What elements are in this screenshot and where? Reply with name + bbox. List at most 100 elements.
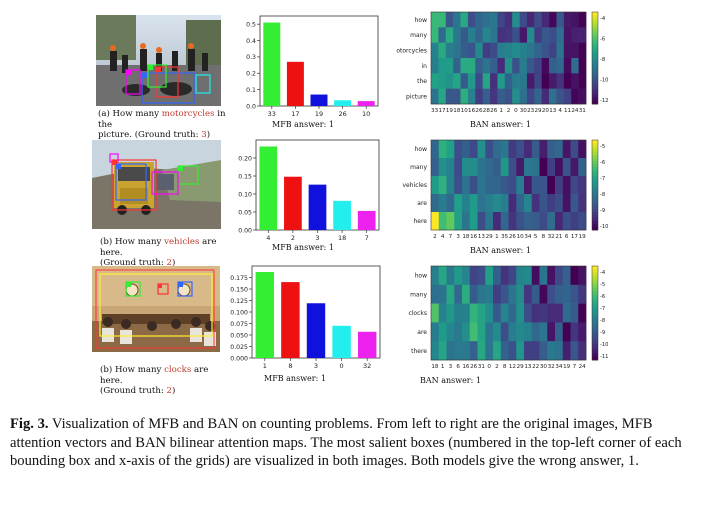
heatmap-cell xyxy=(541,73,550,89)
col-label: 10 xyxy=(461,108,469,114)
x-tick-label: 18 xyxy=(338,234,346,242)
heatmap-cell xyxy=(555,341,564,361)
heatmap-cell xyxy=(539,158,548,177)
heatmap-cell xyxy=(562,303,571,323)
heatmap-cell xyxy=(508,341,517,361)
colorbar-step xyxy=(592,70,598,74)
heatmap-cell xyxy=(534,42,543,59)
colorbar-step xyxy=(592,100,598,105)
heatmap-frame xyxy=(430,139,587,231)
heatmap-cell xyxy=(504,12,513,28)
heatmap-cell xyxy=(469,284,478,304)
heatmap-cell xyxy=(497,58,506,74)
bar xyxy=(259,146,278,230)
heatmap-cell xyxy=(469,341,478,361)
heatmap-cell xyxy=(454,341,463,361)
colorbar-step xyxy=(592,350,598,355)
heatmap-cell xyxy=(539,341,548,361)
col-label: 34 xyxy=(555,364,563,370)
colorbar-tick-label: -5 xyxy=(600,282,605,288)
y-tick-label: 0.050 xyxy=(230,332,248,339)
heatmap-cell xyxy=(555,322,564,342)
col-label: 24 xyxy=(571,108,579,114)
col-label: 30 xyxy=(520,108,528,114)
heatmap-cell xyxy=(454,194,463,213)
heatmap-cell xyxy=(534,58,543,74)
heatmap-cell xyxy=(519,73,528,89)
heatmap-cell xyxy=(490,58,498,74)
bar xyxy=(255,271,275,358)
col-label: 8 xyxy=(503,364,507,370)
heatmap-cell xyxy=(512,88,520,105)
heatmap-cell xyxy=(526,73,535,89)
heatmap-cell xyxy=(556,73,565,89)
heatmap-cell xyxy=(467,42,476,59)
col-label: 21 xyxy=(555,234,563,240)
heatmap-cell xyxy=(445,88,454,105)
bar xyxy=(306,303,326,358)
heatmap-cell xyxy=(497,88,506,105)
y-tick-label: 0.125 xyxy=(230,298,248,305)
heatmap-cell xyxy=(563,88,572,105)
heatmap-cell xyxy=(516,284,525,304)
col-label: 4 xyxy=(441,234,445,240)
heatmap-cell xyxy=(490,88,498,105)
col-label: 6 xyxy=(456,364,460,370)
heatmap-cell xyxy=(508,140,517,159)
colorbar-step xyxy=(592,303,598,308)
colorbar-step xyxy=(592,149,598,153)
colorbar-step xyxy=(592,161,598,165)
col-label: 17 xyxy=(571,234,579,240)
heatmap-cell xyxy=(500,194,509,213)
colorbar-step xyxy=(592,24,598,28)
question-caption-c: (b) How many clocks are here. (Ground tr… xyxy=(100,365,230,397)
heatmap-cell xyxy=(438,140,447,159)
colorbar-step xyxy=(592,227,598,231)
heatmap-cell xyxy=(477,322,486,342)
heatmap-cell xyxy=(453,42,461,59)
colorbar-step xyxy=(592,155,598,159)
heatmap-cell xyxy=(477,284,486,304)
heatmap-cell xyxy=(578,58,587,74)
heatmap-cell xyxy=(469,158,478,177)
heatmap-cell xyxy=(562,341,571,361)
col-label: 7 xyxy=(573,364,577,370)
x-tick-label: 3 xyxy=(315,234,319,242)
heatmap-cell xyxy=(500,176,509,195)
colorbar-step xyxy=(592,30,598,34)
mfb-attention-bar-chart-1: 0.0 0.1 0.2 0.3 0.4 0.5 33 17 19 26 10 xyxy=(246,15,379,118)
clocks-room-image xyxy=(92,266,220,352)
y-tick-label: 0.150 xyxy=(230,286,248,293)
heatmap-cell xyxy=(578,88,587,105)
colorbar-step xyxy=(592,176,598,180)
heatmap-cell xyxy=(516,212,525,231)
col-label: 6 xyxy=(565,234,569,240)
heatmap-cell xyxy=(493,341,502,361)
colorbar-step xyxy=(592,143,598,147)
colorbar-step xyxy=(592,322,598,326)
heatmap-cell xyxy=(485,158,494,177)
col-label: 2 xyxy=(495,364,499,370)
ban-answer-label-1: BAN answer: 1 xyxy=(470,120,531,129)
heatmap-cell xyxy=(539,140,548,159)
heatmap-cell xyxy=(431,158,440,177)
heatmap-cell xyxy=(524,194,533,213)
heatmap-cell xyxy=(475,88,483,105)
heatmap-cell xyxy=(500,140,509,159)
y-tick-label: 0.000 xyxy=(230,355,248,362)
heatmap-cell xyxy=(562,284,571,304)
col-label: 31 xyxy=(579,108,587,114)
col-label: 19 xyxy=(563,364,571,370)
colorbar-frame xyxy=(591,265,599,361)
x-tick-label: 19 xyxy=(315,110,323,118)
heatmap-cell xyxy=(539,266,548,286)
heatmap-cell xyxy=(578,341,587,361)
question-text: (a) How many xyxy=(98,109,162,119)
heatmap-cell xyxy=(541,42,550,59)
colorbar-tick-label: -4 xyxy=(600,270,606,276)
heatmap-cell xyxy=(571,12,579,28)
colorbar-step xyxy=(592,266,598,270)
heatmap-cell xyxy=(446,322,455,342)
col-label: 2 xyxy=(507,108,511,114)
colorbar-step xyxy=(592,291,598,295)
